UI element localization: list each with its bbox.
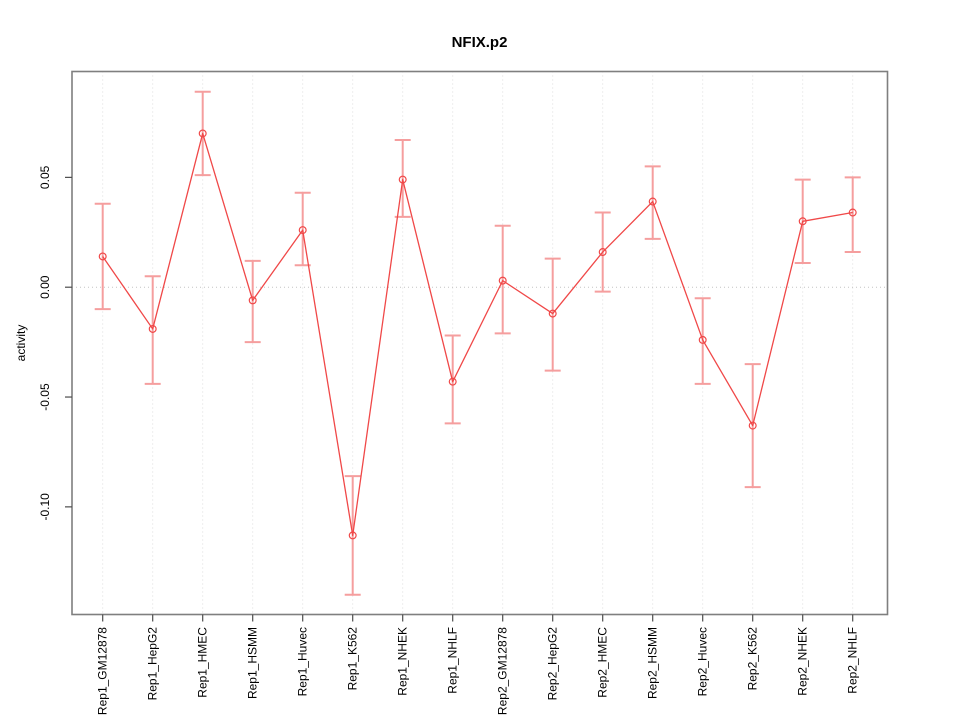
- x-tick-label: Rep2_HepG2: [546, 627, 560, 701]
- data-point: [848, 208, 857, 217]
- series-line: [102, 132, 853, 537]
- x-tick-label: Rep2_NHLF: [846, 627, 860, 694]
- x-tick-label: Rep1_GM12878: [96, 627, 110, 715]
- x-tick-label: Rep2_NHEK: [796, 627, 810, 696]
- data-point: [98, 252, 107, 261]
- data-point: [748, 421, 757, 430]
- data-point: [148, 324, 157, 333]
- data-point: [448, 377, 457, 386]
- x-tick-label: Rep2_HSMM: [646, 627, 660, 699]
- y-tick-label: -0.05: [38, 383, 52, 411]
- data-point: [248, 296, 257, 305]
- axis-layer: 0.05 0.00 -0.05 -0.10 Rep1_GM12878 Rep1_HepG2…: [38, 70, 889, 715]
- y-tick-label: 0.05: [38, 165, 52, 189]
- data-layer: [94, 90, 861, 596]
- data-point: [698, 335, 707, 344]
- data-point: [798, 217, 807, 226]
- x-tick-label: Rep1_NHLF: [446, 627, 460, 694]
- x-tick-label: Rep1_HepG2: [146, 627, 160, 701]
- chart-title: NFIX.p2: [452, 34, 508, 51]
- error-bar: [494, 224, 511, 335]
- data-point: [348, 531, 357, 540]
- plot-border: [71, 70, 889, 616]
- x-tick-label: Rep1_HSMM: [246, 627, 260, 699]
- data-point: [548, 309, 557, 318]
- error-bar: [144, 275, 161, 385]
- y-tick-label: -0.10: [38, 493, 52, 521]
- x-tick-label: Rep1_HMEC: [196, 627, 210, 698]
- grid-layer: [72, 71, 888, 615]
- error-bar: [844, 176, 861, 254]
- x-tick-label: Rep1_NHEK: [396, 627, 410, 696]
- x-tick-label: Rep1_Huvec: [296, 627, 310, 696]
- x-tick-label: Rep2_GM12878: [496, 627, 510, 715]
- error-bar: [394, 139, 411, 218]
- error-bar: [244, 259, 261, 344]
- x-tick-label: Rep2_Huvec: [696, 627, 710, 696]
- data-point: [398, 175, 407, 184]
- data-point: [498, 276, 507, 285]
- error-bar: [544, 257, 561, 372]
- y-tick-label: 0.00: [38, 275, 52, 299]
- error-bar: [294, 191, 311, 267]
- data-point: [298, 226, 307, 235]
- data-point: [598, 248, 607, 257]
- x-tick-label: Rep2_K562: [746, 627, 760, 691]
- data-point: [648, 197, 657, 206]
- y-axis-title: activity: [14, 325, 28, 362]
- x-tick-label: Rep1_K562: [346, 627, 360, 691]
- x-tick-label: Rep2_HMEC: [596, 627, 610, 698]
- data-point: [198, 129, 207, 138]
